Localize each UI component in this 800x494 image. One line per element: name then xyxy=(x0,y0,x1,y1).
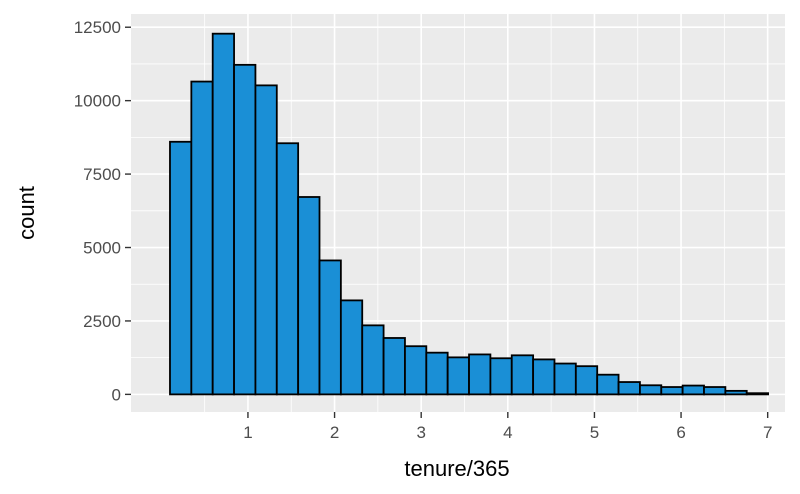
y-tick-label: 0 xyxy=(112,385,121,404)
y-tick-label: 7500 xyxy=(83,165,121,184)
x-tick-label: 2 xyxy=(330,423,339,442)
histogram-bar xyxy=(382,337,406,396)
histogram-bar xyxy=(681,384,705,396)
histogram-bar xyxy=(489,357,513,396)
histogram-bar xyxy=(404,345,428,396)
y-tick-label: 5000 xyxy=(83,239,121,258)
bars xyxy=(169,32,769,396)
histogram-bar xyxy=(703,386,727,396)
histogram-bar xyxy=(745,392,769,396)
histogram-bar xyxy=(233,63,257,396)
x-tick-label: 7 xyxy=(763,423,772,442)
histogram-bar xyxy=(660,386,684,396)
histogram-bar xyxy=(510,354,535,396)
y-axis: 0 2500 5000 7500 10000 12500 xyxy=(74,18,131,404)
x-tick-label: 4 xyxy=(503,423,512,442)
histogram-bar xyxy=(254,84,278,396)
x-tick-label: 6 xyxy=(676,423,685,442)
histogram-bar xyxy=(596,373,620,396)
histogram-bar xyxy=(318,259,342,396)
histogram-bar xyxy=(468,353,492,396)
histogram-bar xyxy=(553,362,577,396)
histogram-bar xyxy=(532,358,556,396)
histogram-bar xyxy=(446,356,470,396)
x-axis-title: tenure/365 xyxy=(404,456,509,481)
histogram-bar xyxy=(639,384,663,396)
x-tick-label: 5 xyxy=(590,423,599,442)
y-tick-label: 10000 xyxy=(74,92,121,111)
x-axis: 1 2 3 4 5 6 7 xyxy=(243,412,772,442)
histogram-bar xyxy=(361,324,385,396)
histogram-bar xyxy=(190,80,214,396)
y-tick-label: 12500 xyxy=(74,18,121,37)
histogram-bar xyxy=(211,32,235,396)
histogram-bar xyxy=(425,351,449,396)
histogram-bar xyxy=(339,299,364,396)
histogram-bar xyxy=(574,365,599,396)
x-tick-label: 1 xyxy=(243,423,252,442)
histogram-bar xyxy=(617,381,641,396)
histogram-bar xyxy=(169,140,193,396)
y-tick-label: 2500 xyxy=(83,312,121,331)
histogram-bar xyxy=(724,389,748,396)
y-axis-title: count xyxy=(14,186,39,240)
x-tick-label: 3 xyxy=(416,423,425,442)
histogram-bar xyxy=(275,142,300,396)
histogram-bar xyxy=(297,196,321,396)
